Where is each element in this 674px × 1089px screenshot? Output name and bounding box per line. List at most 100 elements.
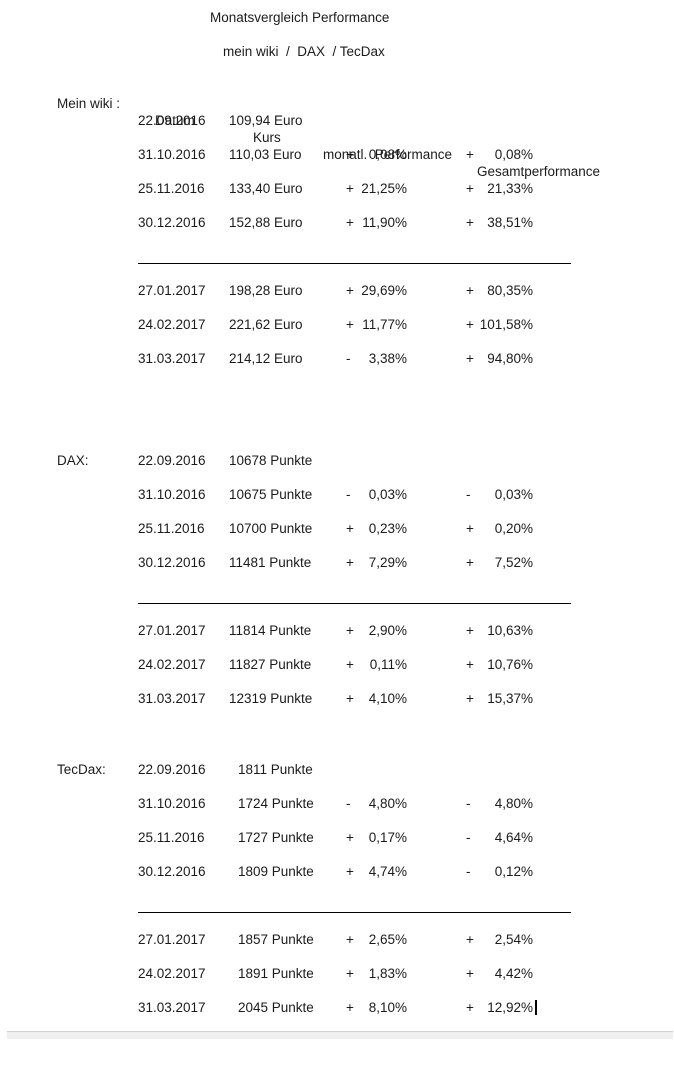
monthly-value: 4,10%: [368, 691, 407, 706]
date-cell: 25.11.2016: [138, 830, 205, 845]
monthly-sign: -: [346, 487, 351, 502]
document-title: Monatsvergleich Performance: [210, 10, 390, 25]
monthly-sign: +: [346, 283, 354, 298]
monthly-value: 7,29%: [368, 555, 407, 570]
table-row: 24.02.2017 221,62 Euro +11,77% +101,58%: [0, 316, 674, 333]
total-value: 0,20%: [494, 521, 533, 536]
date-cell: 30.12.2016: [138, 555, 206, 570]
table-row: 31.10.2016 10675 Punkte - 0,03% - 0,03%: [0, 486, 674, 503]
section-mein-wiki: 22.09.2016 109,94 Euro 31.10.2016 110,03 Eu…: [0, 112, 674, 368]
monthly-sign: +: [346, 215, 354, 230]
table-row: 31.03.2017 12319 Punkte +4,10% +15,37%: [0, 690, 674, 707]
total-sign: +: [466, 283, 474, 298]
total-value: 4,42%: [494, 966, 533, 981]
date-cell: 25.11.2016: [138, 181, 205, 196]
total-value: 10,63%: [487, 623, 533, 638]
table-row: 31.10.2016 1724 Punkte - 4,80% - 4,80%: [0, 795, 674, 812]
price-cell: 1724 Punkte: [238, 796, 314, 811]
total-sign: -: [466, 864, 471, 879]
monthly-sign: +: [346, 521, 354, 536]
table-row: DAX: 22.09.2016 10678 Punkte: [0, 452, 674, 469]
monthly-sign: -: [346, 351, 351, 366]
monthly-sign: +: [346, 317, 354, 332]
section-tecdax: TecDax: 22.09.2016 1811 Punkte 31.10.2016 17…: [0, 761, 674, 1017]
table-row: TecDax: 22.09.2016 1811 Punkte: [0, 761, 674, 778]
header-total-performance: Gesamtperformance: [477, 164, 601, 179]
monthly-value: 8,10%: [368, 1000, 407, 1015]
document-subtitle: mein wiki / DAX / TecDax: [223, 44, 385, 59]
total-value: 7,52%: [494, 555, 533, 570]
section-divider: [138, 263, 571, 264]
price-cell: 12319 Punkte: [229, 691, 313, 706]
price-cell: 1857 Punkte: [238, 932, 314, 947]
monthly-value: 0,23%: [368, 521, 407, 536]
monthly-value: 0,08%: [368, 147, 407, 162]
total-value: 94,80%: [487, 351, 533, 366]
section-label: DAX:: [57, 453, 89, 468]
monthly-value: 2,65%: [368, 932, 407, 947]
monthly-sign: +: [346, 181, 354, 196]
monthly-sign: +: [346, 830, 354, 845]
monthly-sign: +: [346, 147, 354, 162]
price-cell: 10678 Punkte: [229, 453, 313, 468]
date-cell: 24.02.2017: [138, 657, 206, 672]
table-row: 31.10.2016 110,03 Euro +0,08% +0,08%: [0, 146, 674, 163]
text-cursor: [535, 1000, 537, 1015]
table-row: 31.03.2017 2045 Punkte +8,10% +12,92%: [0, 999, 674, 1016]
date-cell: 31.03.2017: [138, 691, 206, 706]
table-row: 27.01.2017 11814 Punkte +2,90% +10,63%: [0, 622, 674, 639]
monthly-sign: +: [346, 1000, 354, 1015]
date-cell: 30.12.2016: [138, 215, 206, 230]
total-value: 21,33%: [487, 181, 533, 196]
section-divider: [138, 912, 571, 913]
monthly-sign: +: [346, 932, 354, 947]
monthly-value: 0,11%: [369, 657, 407, 672]
table-row: 30.12.2016 11481 Punkte +7,29% +7,52%: [0, 554, 674, 571]
date-cell: 27.01.2017: [138, 623, 206, 638]
total-value: 4,80%: [494, 796, 533, 811]
table-row: 27.01.2017 198,28 Euro +29,69% +80,35%: [0, 282, 674, 299]
total-value: 0,03%: [494, 487, 533, 502]
table-row: 30.12.2016 1809 Punkte +4,74% - 0,12%: [0, 863, 674, 880]
date-cell: 22.09.2016: [138, 762, 206, 777]
price-cell: 2045 Punkte: [238, 1000, 314, 1015]
monthly-sign: +: [346, 555, 354, 570]
price-cell: 10675 Punkte: [229, 487, 313, 502]
monthly-sign: +: [346, 864, 354, 879]
total-value: 0,08%: [494, 147, 533, 162]
section-dax: DAX: 22.09.2016 10678 Punkte 31.10.2016 1067…: [0, 452, 674, 708]
price-cell: 221,62 Euro: [229, 317, 303, 332]
table-row: 24.02.2017 11827 Punkte +0,11% +10,76%: [0, 656, 674, 673]
date-cell: 24.02.2017: [138, 317, 206, 332]
monthly-value: 11,77%: [362, 317, 407, 332]
total-sign: +: [466, 657, 474, 672]
table-row: 22.09.2016 109,94 Euro: [0, 112, 674, 129]
date-cell: 31.03.2017: [138, 351, 206, 366]
total-value: 2,54%: [494, 932, 533, 947]
price-cell: 152,88 Euro: [229, 215, 303, 230]
price-cell: 1891 Punkte: [238, 966, 314, 981]
total-value: 101,58%: [479, 317, 533, 332]
total-sign: +: [466, 351, 474, 366]
monthly-value: 0,17%: [368, 830, 407, 845]
price-cell: 10700 Punkte: [229, 521, 313, 536]
header-date: Datum: [155, 113, 195, 128]
date-cell: 30.12.2016: [138, 864, 206, 879]
date-cell: 31.03.2017: [138, 1000, 206, 1015]
total-value: 80,35%: [487, 283, 533, 298]
monthly-value: 11,90%: [362, 215, 407, 230]
total-value: 4,64%: [494, 830, 533, 845]
monthly-sign: +: [346, 657, 354, 672]
total-value: 10,76%: [487, 657, 533, 672]
price-cell: 1809 Punkte: [238, 864, 314, 879]
horizontal-scrollbar[interactable]: [7, 1031, 673, 1039]
total-sign: +: [466, 555, 474, 570]
table-row: 25.11.2016 10700 Punkte +0,23% +0,20%: [0, 520, 674, 537]
total-sign: +: [466, 215, 474, 230]
date-cell: 22.09.2016: [138, 113, 206, 128]
total-sign: +: [466, 147, 474, 162]
total-value: 15,37%: [487, 691, 533, 706]
monthly-value: 0,03%: [368, 487, 407, 502]
date-cell: 31.10.2016: [138, 147, 206, 162]
